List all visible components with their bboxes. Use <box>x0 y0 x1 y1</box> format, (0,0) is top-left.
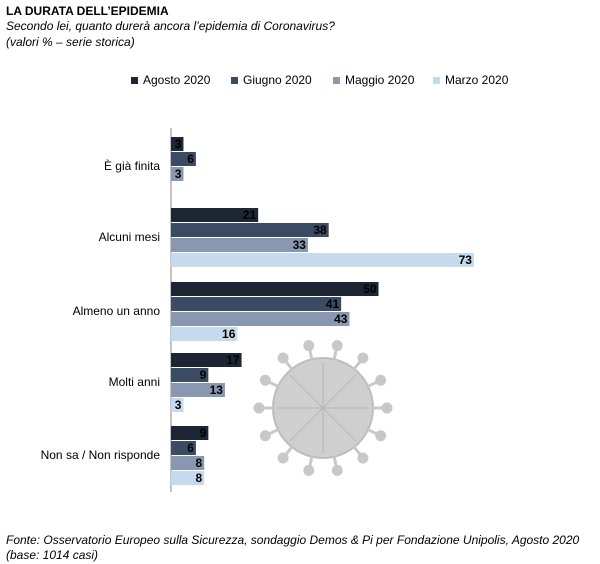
value-label: 17 <box>226 353 240 367</box>
value-label: 9 <box>200 426 207 440</box>
category-label: Almeno un anno <box>73 304 161 318</box>
value-label: 9 <box>200 368 207 382</box>
virus-icon <box>253 340 393 476</box>
legend-label: Agosto 2020 <box>143 73 211 87</box>
value-label: 3 <box>175 167 182 181</box>
category-label: Non sa / Non risponde <box>41 448 161 462</box>
category-label: Alcuni mesi <box>99 230 160 244</box>
category-label: Molti anni <box>109 375 160 389</box>
value-label: 73 <box>459 253 473 267</box>
bar <box>171 282 379 296</box>
bar <box>171 167 184 181</box>
bar <box>171 208 259 222</box>
subtitle: Secondo lei, quanto durerà ancora l’epid… <box>6 19 335 33</box>
bar <box>171 398 184 412</box>
bar <box>171 327 238 341</box>
legend-swatch <box>333 77 340 84</box>
bar <box>171 368 209 382</box>
legend-label: Giugno 2020 <box>243 73 312 87</box>
legend-label: Maggio 2020 <box>345 73 415 87</box>
bar <box>171 426 209 440</box>
bar <box>171 223 329 237</box>
chart-title: LA DURATA DELL’EPIDEMIA <box>6 4 169 18</box>
value-label: 33 <box>293 238 307 252</box>
value-label: 8 <box>196 456 203 470</box>
value-label: 43 <box>334 312 348 326</box>
source: (base: 1014 casi) <box>6 548 98 562</box>
legend-swatch <box>231 77 238 84</box>
value-label: 41 <box>326 297 340 311</box>
value-label: 21 <box>243 208 257 222</box>
bar <box>171 137 184 151</box>
note: (valori % – serie storica) <box>6 35 135 49</box>
value-label: 6 <box>187 152 194 166</box>
legend-swatch <box>433 77 440 84</box>
source: Fonte: Osservatorio Europeo sulla Sicure… <box>6 533 580 547</box>
bar <box>171 312 350 326</box>
bar <box>171 152 196 166</box>
legend-label: Marzo 2020 <box>445 73 509 87</box>
bar <box>171 456 205 470</box>
bar <box>171 441 196 455</box>
bar <box>171 297 342 311</box>
bar <box>171 471 205 485</box>
value-label: 3 <box>175 398 182 412</box>
bar <box>171 238 308 252</box>
value-label: 38 <box>313 223 327 237</box>
value-label: 6 <box>187 441 194 455</box>
legend-swatch <box>131 77 138 84</box>
value-label: 16 <box>222 327 236 341</box>
bar <box>171 383 225 397</box>
value-label: 8 <box>196 471 203 485</box>
bar <box>171 253 474 267</box>
value-label: 3 <box>175 137 182 151</box>
bar <box>171 353 242 367</box>
value-label: 13 <box>210 383 224 397</box>
category-label: È già finita <box>104 158 160 173</box>
value-label: 50 <box>363 282 377 296</box>
